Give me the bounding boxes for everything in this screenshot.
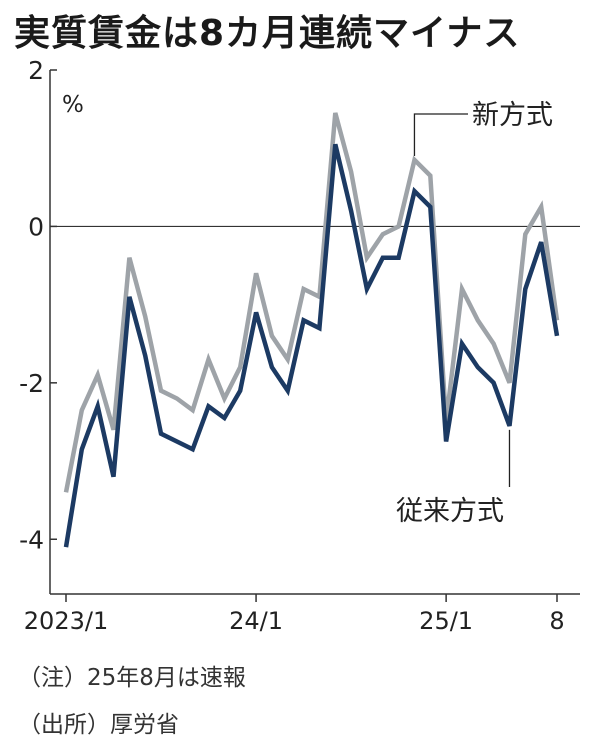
x-tick-label: 2023/1 [24,607,108,635]
y-unit-label: % [62,92,84,118]
legend-leader-new [413,113,468,156]
y-tick-label: -4 [19,525,44,554]
x-tick-label: 24/1 [229,607,283,635]
y-tick-label: -2 [19,369,44,398]
footnote: （注）25年8月は速報 [18,665,246,691]
x-tick-label: 8 [549,607,564,635]
legend-label-old: 従来方式 [396,496,504,527]
x-tick-label: 25/1 [419,607,473,635]
chart-title: 実質賃金は8カ月連続マイナス [14,13,521,54]
series-line-old-method [63,143,560,548]
legend-label-new: 新方式 [472,100,553,131]
y-tick-label: 2 [28,56,44,85]
y-tick-label: 0 [28,212,44,241]
series-line-new-method [63,112,560,493]
source-note: （出所）厚労省 [18,712,179,738]
